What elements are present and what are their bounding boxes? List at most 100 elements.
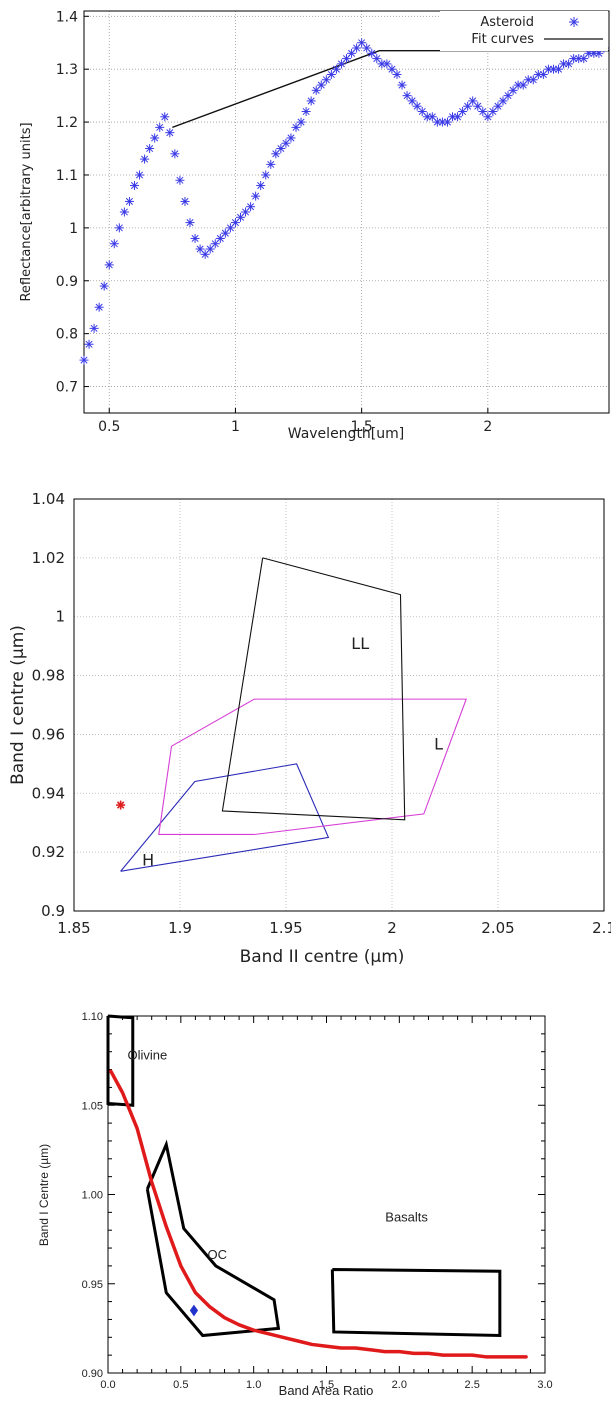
region-ll-label: LL (351, 634, 369, 653)
asteroid-point (422, 112, 432, 122)
region-oc-label: OC (208, 1247, 228, 1262)
asteroid-point-stroke (393, 70, 401, 79)
chart-3-plot-frame (107, 1015, 546, 1374)
chart-1-legend: Asteroid Fit curves (440, 11, 608, 51)
asteroid-point (99, 281, 109, 291)
y-tick-label: 1.05 (82, 1100, 103, 1112)
asteroid-point-stroke (363, 44, 371, 52)
asteroid-point-stroke (383, 60, 391, 68)
x-tick-label: 2 (387, 919, 397, 937)
y-tick-label: 0.92 (32, 843, 65, 861)
chart-1-asteroid-points (79, 38, 609, 365)
asteroid-point-stroke (105, 261, 113, 269)
x-tick-label: 1.95 (269, 919, 302, 937)
y-tick-label: 0.9 (41, 902, 65, 920)
chart-1-reflectance: 0.5 1 1.5 2 0.7 0.8 0.9 1 1.1 1.2 1.3 1.4 Asteroid … (19, 9, 610, 442)
y-tick-label: 1.1 (56, 168, 78, 184)
asteroid-point (189, 1304, 199, 1317)
asteroid-point-stroke (560, 60, 568, 68)
legend-fit-label: Fit curves (471, 32, 534, 47)
asteroid-point (352, 43, 362, 53)
asteroid-point (104, 260, 114, 270)
asteroid-point (94, 302, 104, 312)
chart-3-asteroid-point (189, 1304, 199, 1317)
asteroid-point (155, 122, 165, 132)
asteroid-point-stroke (257, 182, 265, 190)
asteroid-point-stroke (423, 113, 431, 121)
legend-asteroid-label: Asteroid (480, 15, 534, 30)
y-tick-label: 1 (55, 608, 65, 626)
asteroid-point-stroke (469, 97, 477, 105)
asteroid-point-stroke (388, 65, 396, 73)
asteroid-point (165, 128, 175, 138)
asteroid-point-stroke (196, 245, 204, 253)
y-tick-label: 1.2 (56, 115, 78, 131)
asteroid-point (79, 355, 89, 365)
asteroid-point-stroke (110, 240, 118, 248)
x-tick-label: 1 (231, 419, 240, 435)
asteroid-point (392, 69, 402, 79)
region-ll-outline (221, 557, 406, 821)
asteroid-point (296, 117, 306, 127)
asteroid-point (478, 107, 488, 116)
chart-2-asteroid-point (116, 800, 126, 810)
asteroid-point-stroke (514, 81, 522, 89)
asteroid-point-stroke (135, 171, 144, 179)
chart-3-regions: Olivine OC Basalts (106, 1014, 502, 1338)
asteroid-point (140, 154, 150, 164)
asteroid-point-stroke (166, 129, 174, 137)
asteroid-point-stroke (575, 55, 583, 63)
asteroid-point (109, 239, 119, 249)
y-tick-label: 0.96 (32, 725, 65, 743)
asteroid-point (513, 80, 523, 90)
asteroid-point-stroke (413, 102, 421, 110)
asteroid-point-stroke (90, 324, 98, 332)
x-tick-label: 3.0 (537, 1379, 552, 1391)
asteroid-point-stroke (378, 60, 386, 68)
asteroid-point (256, 181, 266, 191)
chart-2-grid (73, 498, 605, 912)
asteroid-point-stroke (368, 49, 376, 57)
x-tick-label: 2.5 (465, 1379, 480, 1391)
y-tick-label: 1.02 (32, 549, 65, 567)
x-tick-label: 1.5 (319, 1379, 334, 1391)
y-tick-label: 0.95 (82, 1279, 103, 1291)
asteroid-point-stroke (474, 102, 482, 110)
chart-1-grid (84, 11, 609, 413)
chart-3-x-axis-label: Band Area Ratio (279, 1383, 374, 1398)
asteroid-point (281, 138, 291, 148)
asteroid-point (124, 196, 134, 206)
region-l-outline (158, 698, 467, 836)
asteroid-point (564, 59, 574, 69)
asteroid-point-stroke (130, 182, 139, 190)
asteroid-point-stroke (161, 113, 169, 121)
asteroid-point (251, 191, 261, 201)
asteroid-point (180, 196, 190, 206)
x-tick-label: 2 (483, 419, 492, 435)
asteroid-point-stroke (262, 171, 270, 179)
asteroid-point-stroke (80, 356, 88, 364)
y-tick-label: 1.00 (82, 1190, 103, 1202)
x-tick-label: 2.0 (392, 1379, 407, 1391)
asteroid-point (246, 202, 256, 212)
y-tick-label: 1.3 (56, 62, 78, 78)
asteroid-point-stroke (100, 282, 108, 290)
x-tick-label: 0.5 (173, 1379, 188, 1391)
asteroid-point (119, 207, 129, 217)
chart-2-y-axis-label: Band I centre (µm) (8, 625, 28, 785)
asteroid-point-stroke (433, 118, 441, 126)
legend-asteroid-star-stroke (570, 18, 578, 26)
asteroid-point-stroke (156, 123, 164, 131)
region-olivine-label: Olivine (127, 1047, 167, 1062)
asteroid-point (89, 323, 99, 333)
asteroid-point-stroke (125, 197, 133, 205)
asteroid-point-stroke (570, 55, 578, 63)
y-tick-label: 0.90 (82, 1368, 103, 1380)
asteroid-point (589, 48, 599, 58)
region-h-label: H (142, 851, 154, 870)
asteroid-point-stroke (181, 197, 189, 205)
asteroid-point (397, 80, 407, 90)
legend-asteroid-star (569, 17, 579, 27)
chart-1-ticks: 0.5 1 1.5 2 0.7 0.8 0.9 1 1.1 1.2 1.3 1.4 (56, 9, 493, 435)
region-basalts-outline (330, 1267, 502, 1338)
